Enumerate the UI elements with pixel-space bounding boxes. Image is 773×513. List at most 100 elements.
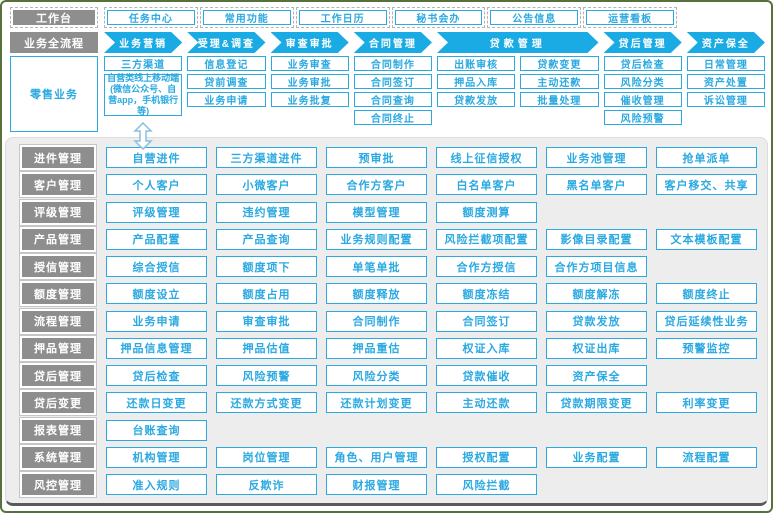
retail-column: 出账审核 押品入库 贷款发放	[437, 56, 516, 132]
module-item[interactable]: 风险预警	[216, 365, 317, 386]
module-item[interactable]: 额度测算	[436, 201, 537, 223]
module-item[interactable]: 业务规则配置	[326, 228, 427, 250]
workbench-item[interactable]: 常用功能	[202, 10, 291, 25]
module-item[interactable]: 白名单客户	[436, 174, 537, 196]
retail-item[interactable]: 合同终止	[353, 110, 432, 125]
module-item[interactable]: 还款方式变更	[216, 392, 317, 414]
retail-item[interactable]: 诉讼管理	[686, 92, 765, 107]
retail-item[interactable]: 主动还款	[520, 74, 599, 89]
workbench-item[interactable]: 任务中心	[107, 10, 195, 25]
module-item[interactable]: 个人客户	[106, 174, 207, 196]
retail-item[interactable]: 业务批复	[270, 92, 349, 107]
module-item[interactable]: 贷后检查	[106, 365, 207, 386]
module-item[interactable]: 黑名单客户	[546, 174, 647, 196]
module-item[interactable]: 额度占用	[216, 283, 317, 305]
module-item[interactable]: 风险分类	[326, 365, 427, 386]
retail-column: 三方渠道 自营类线上移动端(微信公众号、自营app，手机银行等)	[104, 56, 183, 151]
module-item[interactable]: 业务池管理	[546, 147, 647, 168]
retail-item[interactable]: 合同查询	[353, 92, 432, 107]
module-item[interactable]: 贷后延续性业务	[656, 310, 757, 332]
module-item[interactable]: 额度终止	[656, 283, 757, 305]
module-item[interactable]: 角色、用户管理	[326, 446, 427, 468]
module-item[interactable]: 额度解冻	[546, 283, 647, 305]
module-item[interactable]: 评级管理	[106, 201, 207, 223]
module-item[interactable]: 产品查询	[216, 228, 317, 250]
module-item[interactable]: 岗位管理	[216, 446, 317, 468]
module-item[interactable]: 贷款期限变更	[546, 392, 647, 414]
module-item[interactable]: 授权配置	[436, 446, 537, 468]
module-item[interactable]: 合作方授信	[436, 256, 537, 277]
retail-item[interactable]: 业务审查	[270, 56, 349, 71]
module-item[interactable]: 小微客户	[216, 174, 317, 196]
retail-item[interactable]: 批量处理	[520, 92, 599, 107]
module-item[interactable]: 台账查询	[106, 419, 207, 441]
module-item[interactable]: 风险拦截	[436, 474, 537, 495]
module-item[interactable]: 准入规则	[106, 474, 207, 495]
module-item[interactable]: 额度冻结	[436, 283, 537, 305]
module-item[interactable]: 押品信息管理	[106, 337, 207, 359]
module-item[interactable]: 主动还款	[436, 392, 537, 414]
module-item[interactable]: 贷款催收	[436, 365, 537, 386]
module-item[interactable]: 自营进件	[106, 147, 207, 168]
module-item[interactable]: 审查审批	[216, 310, 317, 332]
module-item[interactable]: 违约管理	[216, 201, 317, 223]
module-item[interactable]: 合同制作	[326, 310, 427, 332]
module-item[interactable]: 业务配置	[546, 446, 647, 468]
retail-item[interactable]: 押品入库	[437, 74, 516, 89]
module-item[interactable]: 模型管理	[326, 201, 427, 223]
module-item[interactable]: 风险拦截项配置	[436, 228, 537, 250]
module-item[interactable]: 额度项下	[216, 256, 317, 277]
workbench-item[interactable]: 公告信息	[490, 10, 579, 25]
module-item[interactable]: 文本模板配置	[656, 228, 757, 250]
retail-item[interactable]: 贷后检查	[603, 56, 682, 71]
module-item[interactable]: 权证出库	[546, 337, 647, 359]
module-item[interactable]: 权证入库	[436, 337, 537, 359]
retail-item[interactable]: 业务申请	[187, 92, 266, 107]
module-item[interactable]: 押品重估	[326, 337, 427, 359]
module-item[interactable]: 综合授信	[106, 256, 207, 277]
retail-item[interactable]: 贷款变更	[520, 56, 599, 71]
module-item[interactable]: 单笔单批	[326, 256, 427, 277]
module-item[interactable]: 产品配置	[106, 228, 207, 250]
workbench-item[interactable]: 工作日历	[298, 10, 387, 25]
module-item[interactable]: 财报管理	[326, 474, 427, 495]
retail-item[interactable]: 信息登记	[187, 56, 266, 71]
channel-item[interactable]: 自营类线上移动端(微信公众号、自营app，手机银行等)	[104, 73, 183, 116]
module-item[interactable]: 利率变更	[656, 392, 757, 414]
module-item[interactable]: 合同签订	[436, 310, 537, 332]
retail-item[interactable]: 风险预警	[603, 110, 682, 125]
module-item[interactable]: 流程配置	[656, 446, 757, 468]
retail-item[interactable]: 资产处置	[686, 74, 765, 89]
module-item[interactable]: 线上征信授权	[436, 147, 537, 168]
module-item[interactable]: 合作方项目信息	[546, 256, 647, 277]
module-item[interactable]: 客户移交、共享	[656, 174, 757, 196]
module-item[interactable]: 资产保全	[546, 365, 647, 386]
retail-item[interactable]: 日常管理	[686, 56, 765, 71]
module-item[interactable]: 额度设立	[106, 283, 207, 305]
retail-item[interactable]: 催收管理	[603, 92, 682, 107]
module-item[interactable]: 反欺诈	[216, 474, 317, 495]
module-item[interactable]: 押品估值	[216, 337, 317, 359]
module-item[interactable]: 贷款发放	[546, 310, 647, 332]
retail-item[interactable]: 业务审批	[270, 74, 349, 89]
retail-item[interactable]: 出账审核	[437, 56, 516, 71]
retail-item[interactable]: 风险分类	[603, 74, 682, 89]
module-item[interactable]: 还款计划变更	[326, 392, 427, 414]
workbench-item[interactable]: 运营看板	[586, 10, 674, 25]
retail-item[interactable]: 贷前调查	[187, 74, 266, 89]
module-item[interactable]: 三方渠道进件	[216, 147, 317, 168]
channel-item[interactable]: 三方渠道	[104, 56, 183, 71]
module-item[interactable]: 机构管理	[106, 446, 207, 468]
retail-item[interactable]: 合同制作	[353, 56, 432, 71]
module-item[interactable]: 影像目录配置	[546, 228, 647, 250]
retail-item[interactable]: 合同签订	[353, 74, 432, 89]
module-item[interactable]: 预审批	[326, 147, 427, 168]
module-item[interactable]: 业务申请	[106, 310, 207, 332]
retail-item[interactable]: 贷款发放	[437, 92, 516, 107]
workbench-item[interactable]: 秘书会办	[394, 10, 483, 25]
module-item[interactable]: 预警监控	[656, 337, 757, 359]
module-item[interactable]: 还款日变更	[106, 392, 207, 414]
module-item[interactable]: 额度释放	[326, 283, 427, 305]
module-item[interactable]: 合作方客户	[326, 174, 427, 196]
module-item[interactable]: 抢单派单	[656, 147, 757, 168]
